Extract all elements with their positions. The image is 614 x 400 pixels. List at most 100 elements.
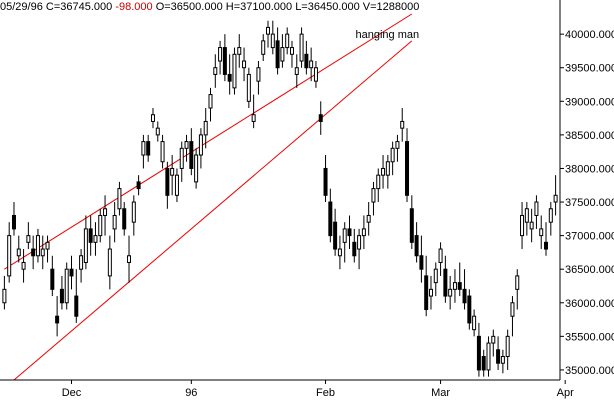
candle-body-up — [160, 141, 165, 163]
candle — [529, 208, 534, 243]
candle-body-up — [83, 228, 88, 263]
candle-body-up — [103, 208, 108, 216]
candle-body-down — [443, 268, 448, 297]
candle — [2, 275, 7, 310]
candle-body-down — [222, 47, 227, 75]
candle-body-up — [280, 47, 285, 62]
y-tick-label: 36500.000 — [565, 264, 614, 276]
candle — [524, 202, 529, 236]
candle — [452, 269, 457, 303]
candle-body-up — [510, 302, 515, 317]
candle-body-up — [515, 275, 520, 290]
candle — [491, 329, 496, 357]
candle — [400, 108, 405, 142]
candles — [2, 20, 558, 377]
price-axis: 35000.000 35500.000 36000.000 36500.000 3700… — [0, 0, 614, 381]
candle-body-up — [64, 268, 69, 304]
candle — [515, 269, 520, 310]
candle-body-up — [40, 248, 45, 257]
candle-body-up — [246, 73, 251, 102]
candle-body-down — [419, 255, 424, 270]
x-tick-label: 96 — [185, 387, 197, 399]
candle — [467, 289, 472, 330]
candle — [213, 54, 218, 88]
candle-body-up — [524, 208, 529, 223]
candle-body-up — [93, 235, 98, 243]
y-tick-label: 40000.000 — [565, 29, 614, 41]
candle-body-up — [266, 26, 271, 35]
candle — [270, 20, 275, 55]
candle-body-up — [366, 214, 371, 223]
candle — [328, 188, 333, 243]
candle — [170, 155, 175, 196]
candle-body-up — [174, 174, 179, 196]
candle-body-up — [376, 174, 381, 190]
candle-body-up — [520, 214, 525, 237]
candle — [112, 202, 117, 243]
candle-body-up — [534, 201, 539, 216]
candle-body-up — [529, 221, 534, 230]
trend-channel — [4, 13, 413, 381]
candle-body-up — [433, 268, 438, 284]
candle — [127, 235, 132, 283]
candle — [289, 40, 294, 68]
candle-body-up — [361, 228, 366, 237]
candle-body-up — [98, 214, 103, 237]
candle — [198, 128, 203, 169]
candle — [83, 215, 88, 270]
candle-body-up — [428, 288, 433, 297]
candle — [424, 255, 429, 317]
candle-body-up — [237, 47, 242, 55]
candle — [203, 108, 208, 149]
candle-body-up — [79, 255, 84, 270]
candle — [390, 141, 395, 176]
candle-body-up — [505, 335, 510, 357]
candle — [318, 101, 323, 135]
candle-body-down — [409, 208, 414, 243]
candle-body-up — [208, 94, 213, 109]
candle — [103, 195, 108, 236]
header-low: L=36450.000 — [295, 1, 360, 13]
candle-body-down — [347, 228, 352, 237]
candle-body-down — [462, 288, 467, 304]
candle — [174, 168, 179, 203]
ohlc-header: 05/29/96 C=36745.000 -98.000 O=36500.000… — [0, 1, 419, 14]
y-tick-label: 38500.000 — [565, 130, 614, 142]
candle-body-up — [289, 47, 294, 55]
candle — [395, 134, 400, 162]
candle — [323, 155, 328, 203]
candle — [40, 235, 45, 270]
candle-body-up — [337, 248, 342, 257]
candle — [69, 255, 74, 290]
candle — [45, 235, 50, 263]
candle-body-down — [352, 241, 357, 257]
candle — [189, 128, 194, 176]
candle-body-up — [390, 147, 395, 163]
candle-body-up — [285, 33, 290, 49]
candle-body-up — [342, 228, 347, 243]
candle — [304, 40, 309, 75]
candle-body-up — [548, 208, 553, 223]
candle — [414, 222, 419, 263]
candle-body-down — [50, 268, 55, 290]
candle-body-up — [256, 67, 261, 82]
candle — [107, 235, 112, 290]
candle — [26, 222, 31, 250]
candle-body-up — [16, 248, 21, 257]
candle — [553, 175, 558, 216]
candle-body-up — [232, 53, 237, 89]
candle-body-up — [385, 161, 390, 176]
candle-body-down — [136, 181, 141, 190]
candle-body-down — [11, 214, 16, 230]
candle — [237, 34, 242, 68]
x-tick-label: Mar — [431, 387, 450, 399]
candle — [280, 34, 285, 68]
candle-body-up — [198, 134, 203, 156]
candle-body-up — [117, 188, 122, 210]
candle — [131, 195, 136, 236]
candle — [405, 128, 410, 203]
candle — [333, 208, 338, 256]
candle — [299, 27, 304, 68]
candle — [88, 215, 93, 256]
